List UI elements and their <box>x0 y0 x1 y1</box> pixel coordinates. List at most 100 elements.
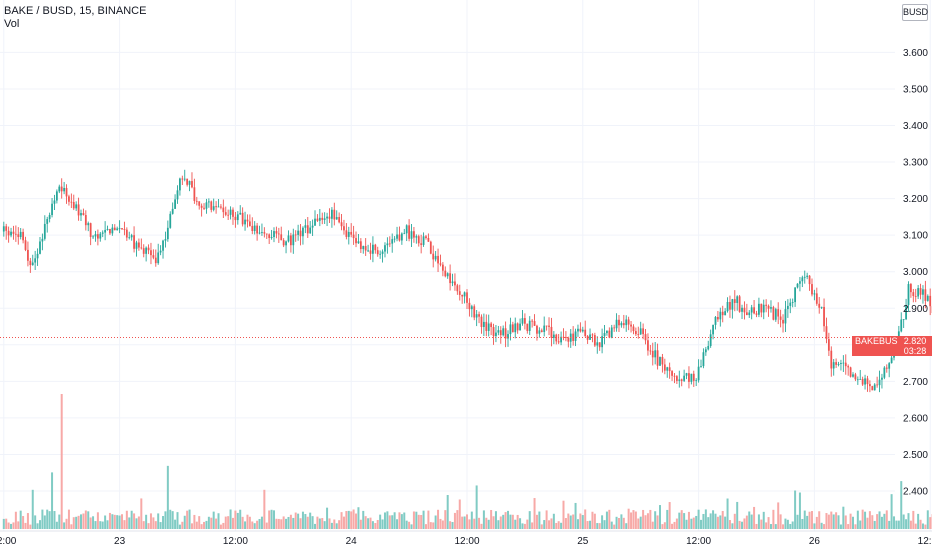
price-axis[interactable]: 3.600 3.500 3.400 3.300 3.200 3.100 3.000 2.900… <box>903 48 928 498</box>
candle-body <box>205 202 208 209</box>
candle-body <box>388 243 391 245</box>
volume-indicator-label[interactable]: Vol <box>4 18 20 30</box>
volume-bar <box>258 519 261 529</box>
candle-body <box>111 227 114 234</box>
candle-body <box>277 233 280 235</box>
candle-body <box>94 234 97 237</box>
candle-body <box>393 238 396 240</box>
volume-bar <box>876 514 879 529</box>
candle-body <box>96 234 99 239</box>
volume-bar <box>231 517 234 529</box>
volume-bar <box>147 523 150 529</box>
volume-bar <box>649 509 652 529</box>
candle-body <box>403 233 406 235</box>
candle-body <box>753 307 755 314</box>
candle-body <box>275 231 278 234</box>
candle-body <box>721 311 724 316</box>
candle-body <box>866 378 869 385</box>
volume-bar <box>99 521 102 529</box>
volume-bar <box>342 516 345 529</box>
symbol-title[interactable]: BAKE / BUSD, 15, BINANCE <box>4 5 147 17</box>
volume-bar <box>133 513 136 529</box>
volume-bar <box>598 523 601 529</box>
price-tick-label: 3.300 <box>903 158 928 169</box>
candle-body <box>724 311 727 316</box>
volume-bar <box>709 513 712 529</box>
volume-bar <box>576 519 579 529</box>
time-tick-label: 12:00 <box>0 536 17 547</box>
candle-body <box>246 219 249 222</box>
currency-badge[interactable]: BUSD <box>902 4 928 21</box>
candle-body <box>352 234 355 239</box>
volume-bar <box>55 521 58 529</box>
volume-bar <box>905 519 908 529</box>
candle-body <box>193 187 196 201</box>
candle-body <box>509 324 512 335</box>
volume-bar <box>48 511 51 529</box>
candle-body <box>265 233 268 235</box>
candle-body <box>881 377 883 380</box>
candle-body <box>463 292 466 297</box>
candle-body <box>531 320 534 322</box>
candle-body <box>468 302 471 310</box>
candle-body <box>441 264 444 271</box>
volume-bar <box>229 509 232 529</box>
volume-bar <box>111 514 114 529</box>
volume-bar <box>400 514 403 529</box>
candle-body <box>511 324 514 333</box>
volume-bar <box>528 511 531 529</box>
candle-body <box>359 241 362 250</box>
volume-bar <box>458 499 461 529</box>
candle-body <box>87 223 90 226</box>
volume-bar <box>919 519 922 529</box>
candle-body <box>10 231 12 236</box>
volume-bar <box>31 489 34 529</box>
volume-bar <box>227 516 230 529</box>
candle-body <box>774 309 777 320</box>
volume-bar <box>58 514 61 529</box>
candle-body <box>470 306 473 310</box>
candle-body <box>803 276 806 278</box>
candle-body <box>410 231 413 239</box>
volume-bar <box>65 518 68 529</box>
candle-body <box>613 327 616 329</box>
candle-body <box>203 207 205 209</box>
volume-bar <box>94 521 97 529</box>
candle-body <box>519 323 521 331</box>
candle-body <box>145 247 148 254</box>
candle-body <box>502 328 505 336</box>
chart-legend: BAKE / BUSD, 15, BINANCE Vol <box>4 5 146 31</box>
candle-body <box>166 227 169 240</box>
candle-body <box>280 234 283 241</box>
candle-body <box>217 206 220 208</box>
candle-body <box>135 242 138 249</box>
candle-body <box>89 223 92 237</box>
volume-bar <box>174 519 177 529</box>
volume-bar <box>217 513 220 529</box>
volume-bar <box>659 505 661 529</box>
candle-body <box>799 281 801 284</box>
candle-body <box>902 319 905 320</box>
volume-bar <box>878 511 881 529</box>
volume-bar <box>514 519 517 529</box>
volume-bar <box>777 502 780 529</box>
volume-bar <box>830 511 833 529</box>
volume-bar <box>463 516 466 529</box>
volume-bar <box>318 518 321 529</box>
volume-bar <box>145 514 148 529</box>
volume-bar <box>810 511 813 529</box>
volume-bar <box>900 481 903 529</box>
volume-bar <box>190 523 193 529</box>
candle-body <box>364 246 367 251</box>
volume-bar <box>14 511 17 529</box>
volume-bar <box>767 517 770 529</box>
candle-body <box>844 362 847 367</box>
time-axis[interactable]: 12:002312:002412:002512:002612:002712:00… <box>0 536 932 547</box>
volume-bar <box>188 509 191 529</box>
volume-bar <box>340 512 343 529</box>
candle-body <box>755 313 758 315</box>
volume-bar <box>362 510 365 529</box>
volume-bar <box>632 510 635 529</box>
